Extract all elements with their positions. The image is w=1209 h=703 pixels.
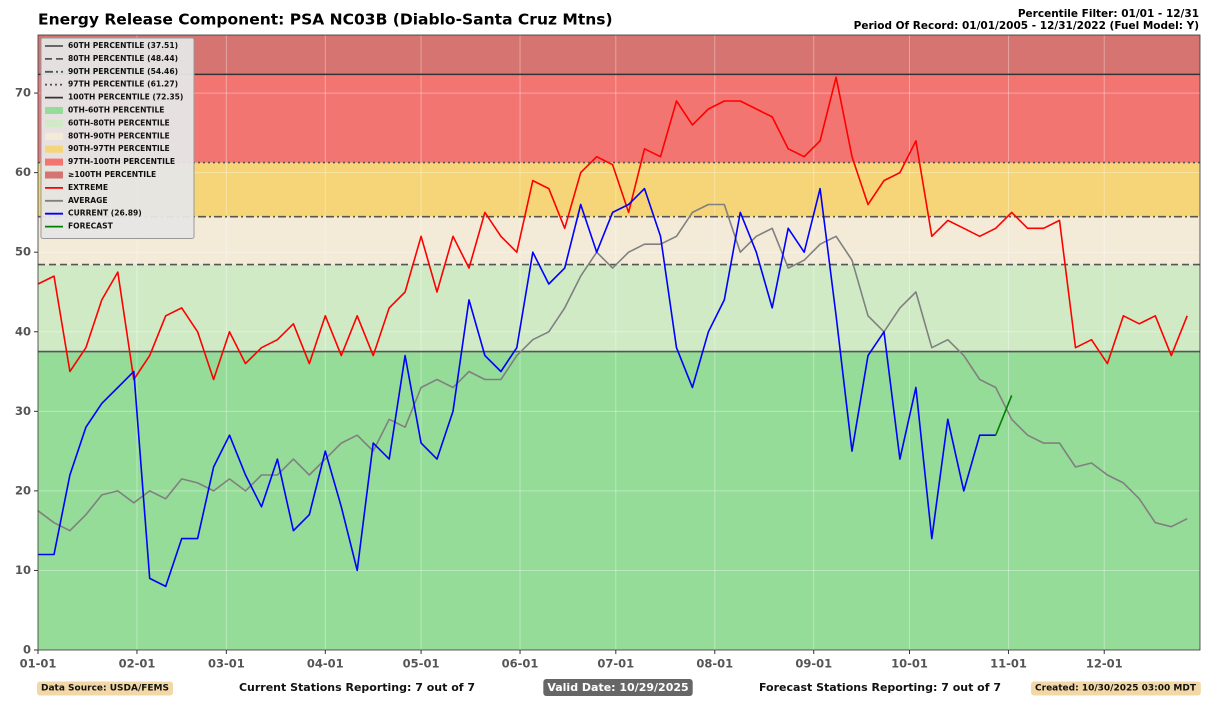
legend-label: 80TH-90TH PERCENTILE <box>68 131 170 140</box>
legend-label: EXTREME <box>68 183 108 192</box>
percentile-band <box>38 264 1200 352</box>
footer-text: Data Source: USDA/FEMS <box>41 684 169 694</box>
legend-label: 60TH PERCENTILE (37.51) <box>68 41 178 50</box>
legend-label: 90TH PERCENTILE (54.46) <box>68 67 178 76</box>
legend-swatch <box>45 119 63 127</box>
legend-swatch <box>45 171 63 179</box>
plot-frame <box>37 34 1201 651</box>
subtitle: Period Of Record: 01/01/2005 - 12/31/202… <box>854 20 1199 32</box>
legend-swatch <box>45 107 63 114</box>
x-tick-label: 08-01 <box>696 657 733 671</box>
percentile-band <box>38 162 1200 217</box>
legend: 60TH PERCENTILE (37.51) 80TH PERCENTILE (… <box>40 37 195 239</box>
y-tick-label: 60 <box>15 165 31 179</box>
legend-box <box>40 37 195 239</box>
legend-swatch <box>45 145 63 153</box>
footer-text: Created: 10/30/2025 03:00 MDT <box>1035 684 1197 694</box>
y-tick-label: 0 <box>23 643 31 657</box>
percentile-band <box>38 351 1200 650</box>
x-tick-label: 03-01 <box>208 657 245 671</box>
footer-text: Current Stations Reporting: 7 out of 7 <box>239 681 475 694</box>
y-tick-label: 50 <box>15 245 31 259</box>
footer-badge <box>543 679 693 696</box>
x-tick-label: 05-01 <box>403 657 440 671</box>
x-tick-label: 09-01 <box>795 657 832 671</box>
legend-label: AVERAGE <box>68 196 108 205</box>
subtitle: Percentile Filter: 01/01 - 12/31 <box>1018 8 1199 20</box>
chart-title: Energy Release Component: PSA NC03B (Dia… <box>38 11 613 29</box>
series-line <box>38 187 996 588</box>
y-tick-label: 20 <box>15 483 31 497</box>
legend-label: 0TH-60TH PERCENTILE <box>68 106 164 115</box>
y-tick-label: 70 <box>15 86 31 100</box>
y-tick-label: 40 <box>15 324 31 338</box>
percentile-band <box>38 216 1200 265</box>
legend-label: CURRENT (26.89) <box>68 209 142 218</box>
legend-label: 90TH-97TH PERCENTILE <box>68 144 170 153</box>
percentile-band <box>38 74 1200 163</box>
x-tick-label: 01-01 <box>20 657 57 671</box>
x-tick-label: 07-01 <box>597 657 634 671</box>
footer-text: Valid Date: 10/29/2025 <box>547 681 688 694</box>
x-tick-label: 06-01 <box>502 657 539 671</box>
legend-label: 97TH PERCENTILE (61.27) <box>68 80 178 89</box>
legend-label: 97TH-100TH PERCENTILE <box>68 157 175 166</box>
series-line <box>994 395 1013 436</box>
legend-label: 60TH-80TH PERCENTILE <box>68 118 170 127</box>
y-tick-label: 30 <box>15 404 31 418</box>
legend-swatch <box>45 132 63 140</box>
percentile-band <box>38 35 1200 75</box>
legend-swatch <box>45 158 63 166</box>
x-tick-label: 11-01 <box>990 657 1027 671</box>
legend-label: 100TH PERCENTILE (72.35) <box>68 93 183 102</box>
series-line <box>37 203 1188 532</box>
x-tick-label: 04-01 <box>307 657 344 671</box>
legend-label: 80TH PERCENTILE (48.44) <box>68 54 178 63</box>
footer-badge <box>37 681 173 696</box>
x-tick-label: 02-01 <box>119 657 156 671</box>
y-tick-label: 10 <box>15 563 31 577</box>
x-tick-label: 10-01 <box>891 657 928 671</box>
legend-label: ≥100TH PERCENTILE <box>68 170 156 179</box>
series-line <box>37 76 1188 381</box>
x-tick-label: 12-01 <box>1086 657 1123 671</box>
footer-text: Forecast Stations Reporting: 7 out of 7 <box>759 681 1001 694</box>
footer-badge <box>1031 681 1201 696</box>
legend-label: FORECAST <box>68 222 114 231</box>
